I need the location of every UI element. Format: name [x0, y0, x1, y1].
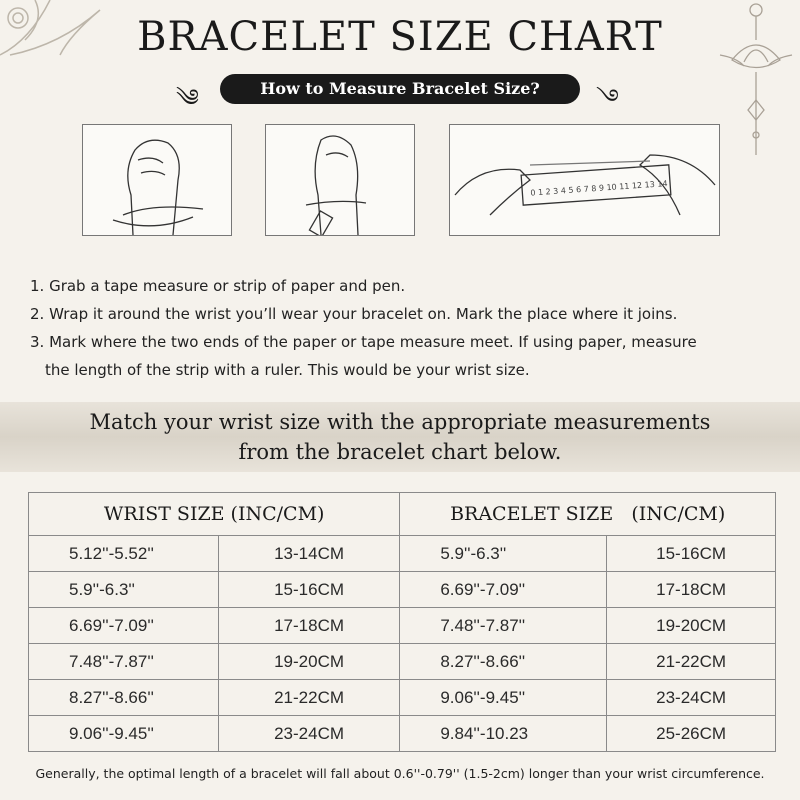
lotus-hanging-decoration: [719, 3, 793, 155]
bracelet-inches-cell: 5.9''-6.3'': [399, 535, 608, 572]
wrist-cm-cell: 23-24CM: [217, 715, 401, 752]
footnote: Generally, the optimal length of a brace…: [35, 766, 765, 781]
step-3-continued: the length of the strip with a ruler. Th…: [45, 361, 530, 379]
wrist-cm-cell: 15-16CM: [217, 571, 401, 608]
bracelet-cm-cell: 17-18CM: [606, 571, 776, 608]
wrist-inches-cell: 5.9''-6.3'': [28, 571, 219, 608]
hand-wrist-sketch-icon: [112, 139, 204, 236]
wrist-cm-cell: 21-22CM: [217, 679, 401, 716]
table-row: 9.06''-9.45'' 23-24CM 9.84''-10.23 25-26CM: [28, 715, 776, 752]
bracelet-size-header: BRACELET SIZE (INC/CM): [399, 492, 776, 536]
bracelet-inches-cell: 9.06''-9.45'': [399, 679, 608, 716]
bracelet-cm-cell: 25-26CM: [606, 715, 776, 752]
bracelet-cm-cell: 21-22CM: [606, 643, 776, 680]
bracelet-inches-cell: 6.69''-7.09'': [399, 571, 608, 608]
ruler-hands-sketch-icon: 0 1 2 3 4 5 6 7 8 9 10 11 12 13 14: [454, 154, 716, 216]
page-title: BRACELET SIZE CHART: [137, 14, 663, 60]
table-row: 6.69''-7.09'' 17-18CM 7.48''-7.87'' 19-20CM: [28, 607, 776, 644]
ruler-numbers: 0 1 2 3 4 5 6 7 8 9 10 11 12 13 14: [530, 179, 668, 198]
step-2: 2. Wrap it around the wrist you’ll wear …: [30, 305, 678, 323]
swirl-right-icon: ࿓: [596, 84, 619, 112]
illustration-ruler-measure: 0 1 2 3 4 5 6 7 8 9 10 11 12 13 14: [449, 124, 720, 236]
wrist-cm-cell: 13-14CM: [217, 535, 401, 572]
table-row: 8.27''-8.66'' 21-22CM 9.06''-9.45'' 23-24CM: [28, 679, 776, 716]
table-row: 7.48''-7.87'' 19-20CM 8.27''-8.66'' 21-22CM: [28, 643, 776, 680]
subtitle-pill: How to Measure Bracelet Size?: [220, 74, 580, 104]
illustration-hand-fist: [82, 124, 232, 236]
bracelet-inches-cell: 7.48''-7.87'': [399, 607, 608, 644]
step-3: 3. Mark where the two ends of the paper …: [30, 333, 697, 351]
wrist-inches-cell: 9.06''-9.45'': [28, 715, 219, 752]
instruction-steps: 1. Grab a tape measure or strip of paper…: [30, 272, 697, 384]
instruction-banner: Match your wrist size with the appropria…: [0, 402, 800, 472]
banner-line-1: Match your wrist size with the appropria…: [89, 410, 711, 434]
bracelet-cm-cell: 15-16CM: [606, 535, 776, 572]
size-chart-table: WRIST SIZE (INC/CM) BRACELET SIZE (INC/C…: [27, 492, 776, 752]
wrist-cm-cell: 17-18CM: [217, 607, 401, 644]
swirl-left-icon: ༄: [176, 84, 199, 112]
mandala-corner-decoration: [0, 0, 101, 56]
table-header-row: WRIST SIZE (INC/CM) BRACELET SIZE (INC/C…: [27, 492, 776, 536]
bracelet-inches-cell: 8.27''-8.66'': [399, 643, 608, 680]
wrist-cm-cell: 19-20CM: [217, 643, 401, 680]
bracelet-inches-cell: 9.84''-10.23: [399, 715, 608, 752]
wrist-inches-cell: 8.27''-8.66'': [28, 679, 219, 716]
bracelet-cm-cell: 23-24CM: [606, 679, 776, 716]
wrist-inches-cell: 7.48''-7.87'': [28, 643, 219, 680]
wrist-size-header: WRIST SIZE (INC/CM): [27, 492, 401, 536]
wrist-inches-cell: 6.69''-7.09'': [28, 607, 219, 644]
table-row: 5.9''-6.3'' 15-16CM 6.69''-7.09'' 17-18CM: [28, 571, 776, 608]
table-row: 5.12''-5.52'' 13-14CM 5.9''-6.3'' 15-16CM: [28, 535, 776, 572]
bracelet-cm-cell: 19-20CM: [606, 607, 776, 644]
step-1: 1. Grab a tape measure or strip of paper…: [30, 277, 406, 295]
wrist-inches-cell: 5.12''-5.52'': [28, 535, 219, 572]
illustration-tape-wrap: [265, 124, 415, 238]
banner-line-2: from the bracelet chart below.: [238, 440, 562, 464]
tape-wrist-sketch-icon: [305, 135, 367, 238]
